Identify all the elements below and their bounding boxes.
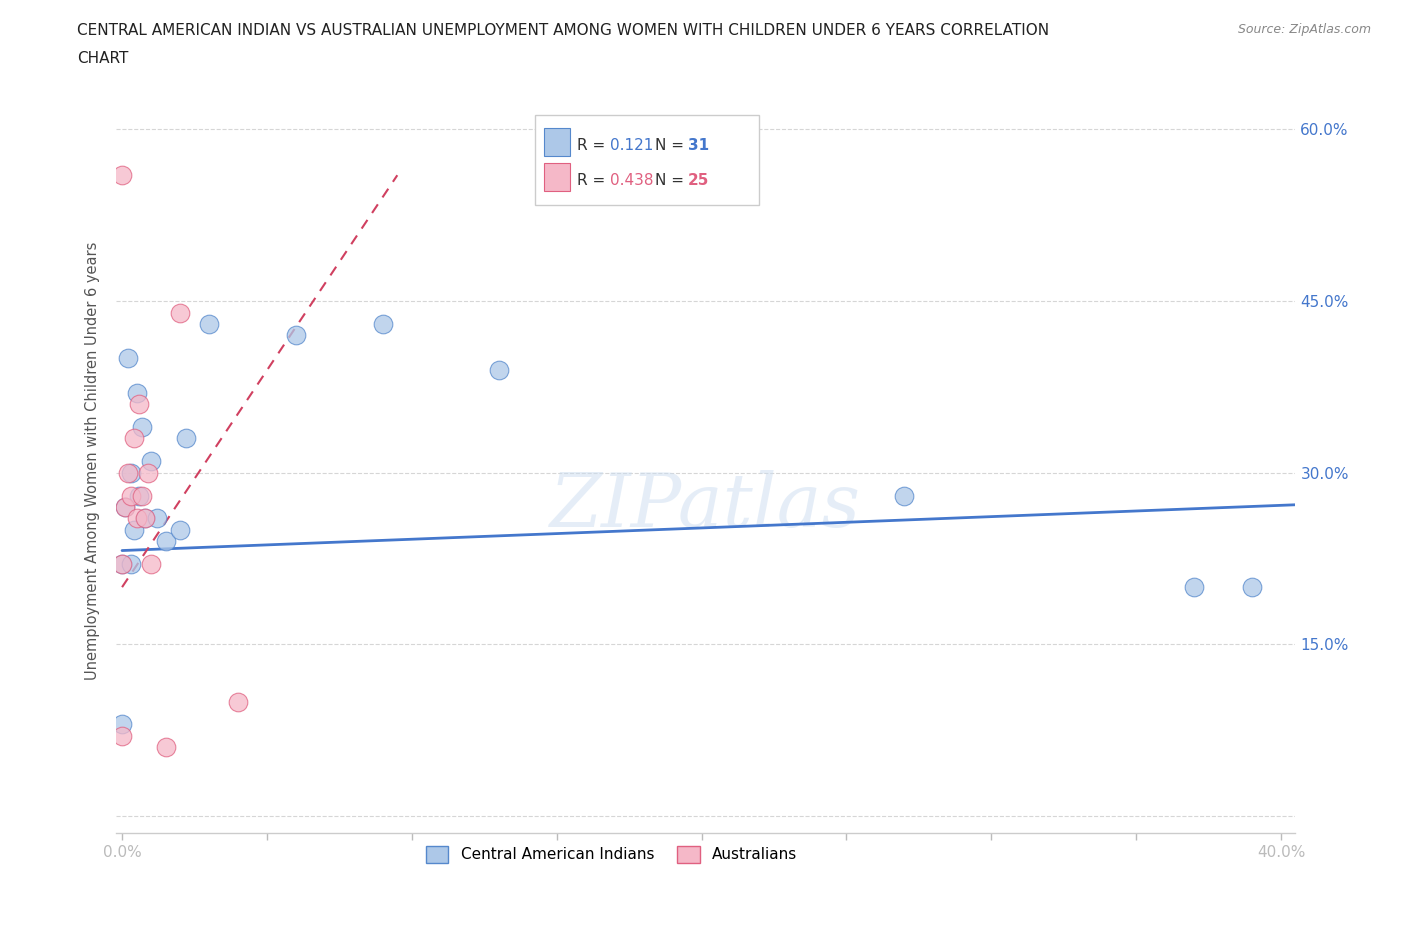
Point <box>122 523 145 538</box>
Point <box>125 385 148 400</box>
Text: CENTRAL AMERICAN INDIAN VS AUSTRALIAN UNEMPLOYMENT AMONG WOMEN WITH CHILDREN UND: CENTRAL AMERICAN INDIAN VS AUSTRALIAN UN… <box>77 23 1049 38</box>
Point <box>111 728 134 743</box>
Point <box>155 534 177 549</box>
Point <box>128 396 150 411</box>
Point <box>134 512 156 526</box>
Point <box>1240 579 1263 594</box>
Point <box>120 465 142 480</box>
Point <box>488 363 510 378</box>
Point <box>134 512 156 526</box>
Legend: Central American Indians, Australians: Central American Indians, Australians <box>418 838 806 870</box>
Point <box>155 740 177 755</box>
Text: 0.121: 0.121 <box>610 138 654 153</box>
Point <box>1182 579 1205 594</box>
Point <box>139 454 162 469</box>
Point <box>111 167 134 182</box>
Point <box>117 351 139 365</box>
Point <box>371 316 394 331</box>
Point <box>111 717 134 732</box>
Point <box>120 557 142 572</box>
Point <box>122 431 145 445</box>
Point <box>111 557 134 572</box>
Point <box>226 694 249 709</box>
Point <box>169 523 191 538</box>
Text: 25: 25 <box>688 173 710 188</box>
Point <box>128 488 150 503</box>
Point <box>117 465 139 480</box>
Text: ZIPatlas: ZIPatlas <box>550 470 862 542</box>
Text: N =: N = <box>655 173 689 188</box>
Text: Source: ZipAtlas.com: Source: ZipAtlas.com <box>1237 23 1371 36</box>
Point <box>131 488 153 503</box>
Point <box>169 305 191 320</box>
Point <box>131 419 153 434</box>
Point <box>114 499 136 514</box>
Text: CHART: CHART <box>77 51 129 66</box>
Text: 31: 31 <box>688 138 709 153</box>
Text: N =: N = <box>655 138 689 153</box>
Text: R =: R = <box>578 138 610 153</box>
Y-axis label: Unemployment Among Women with Children Under 6 years: Unemployment Among Women with Children U… <box>86 242 100 681</box>
Point <box>146 512 169 526</box>
Point <box>139 557 162 572</box>
Point <box>284 328 307 343</box>
Text: 0.438: 0.438 <box>610 173 654 188</box>
Bar <box>544 163 571 192</box>
Point <box>114 499 136 514</box>
Text: R =: R = <box>578 173 610 188</box>
Bar <box>544 128 571 156</box>
Point <box>136 465 159 480</box>
Point <box>120 488 142 503</box>
Point <box>893 488 915 503</box>
FancyBboxPatch shape <box>534 115 759 205</box>
Point <box>111 557 134 572</box>
Point <box>174 431 197 445</box>
Point <box>125 512 148 526</box>
Point <box>198 316 221 331</box>
